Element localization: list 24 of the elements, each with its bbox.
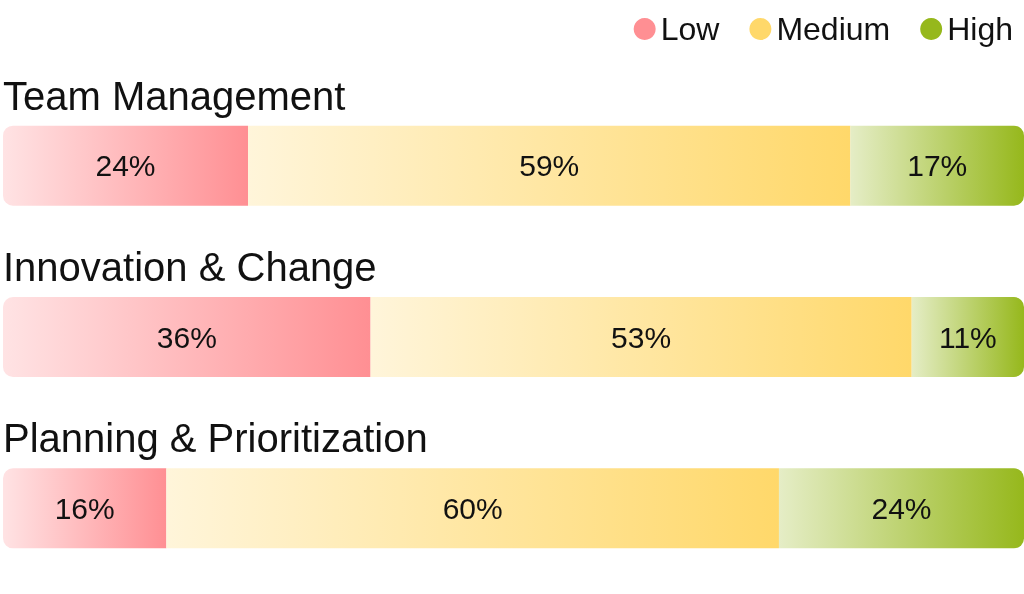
legend-label: High	[947, 11, 1013, 47]
data-label: 11%	[938, 320, 997, 354]
data-label: 59%	[519, 149, 580, 183]
bar	[911, 297, 1024, 377]
data-label: 24%	[871, 491, 932, 525]
y-tick-label: Innovation & Change	[3, 245, 377, 289]
data-label: 53%	[611, 320, 672, 354]
data-label: 17%	[907, 149, 968, 183]
y-tick-label: Team Management	[3, 73, 346, 118]
bar	[850, 125, 1024, 206]
bar	[3, 297, 371, 377]
bar	[3, 468, 167, 549]
bar	[248, 125, 851, 206]
data-label: 24%	[95, 149, 156, 183]
bar	[370, 297, 912, 377]
bar	[166, 468, 779, 549]
legend-label: Medium	[776, 11, 891, 47]
data-label: 60%	[442, 491, 503, 525]
bar	[3, 125, 249, 206]
legend-label: Low	[660, 11, 721, 47]
bar	[778, 468, 1024, 549]
data-label: 36%	[156, 320, 217, 354]
data-label: 16%	[54, 491, 115, 525]
y-tick-label: Planning & Prioritization	[3, 416, 428, 461]
